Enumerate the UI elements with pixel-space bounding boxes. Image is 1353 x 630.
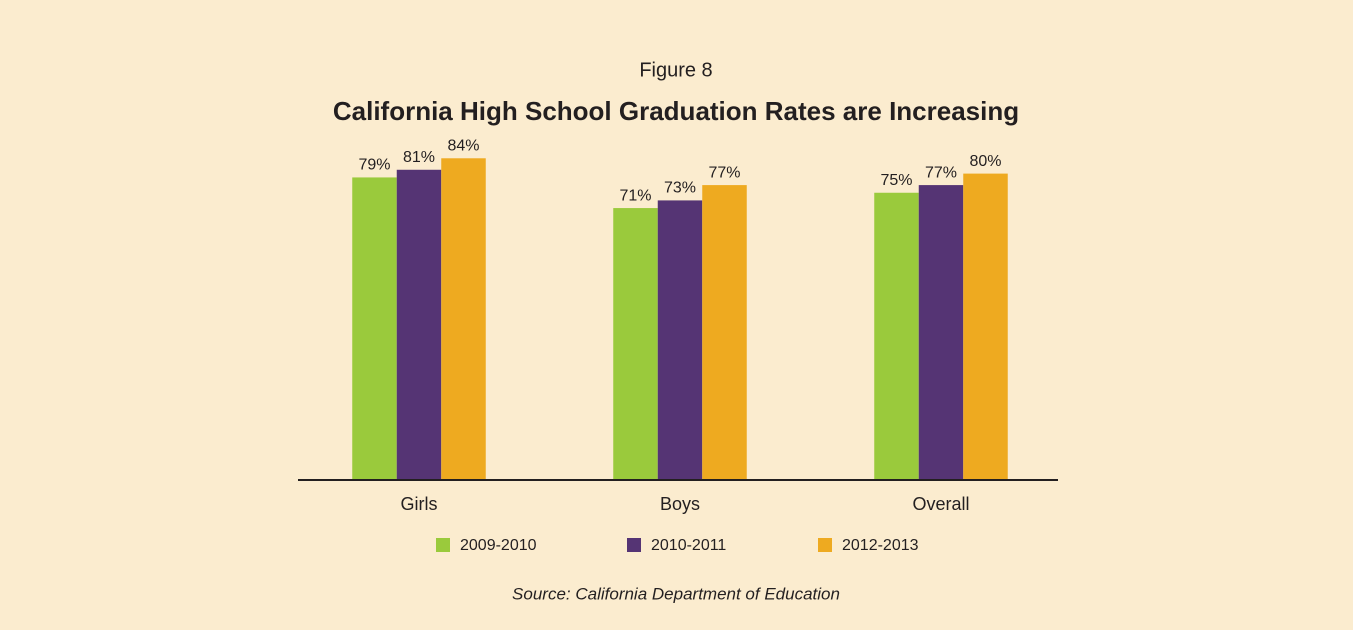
value-label: 73% — [664, 180, 696, 197]
legend-swatch — [436, 538, 450, 552]
value-label: 79% — [358, 157, 390, 174]
bar — [613, 208, 658, 480]
value-label: 77% — [708, 164, 740, 181]
x-tick-label: Boys — [660, 494, 700, 514]
legend-label: 2010-2011 — [651, 537, 726, 554]
value-label: 75% — [880, 172, 912, 189]
legend-label: 2009-2010 — [460, 537, 537, 554]
value-label: 71% — [619, 187, 651, 204]
value-label: 81% — [403, 149, 435, 166]
legend-swatch — [627, 538, 641, 552]
legend-swatch — [818, 538, 832, 552]
value-label: 84% — [447, 137, 479, 154]
bar — [352, 177, 397, 480]
x-tick-label: Girls — [401, 494, 438, 514]
bar — [396, 169, 442, 480]
bar — [963, 173, 1008, 480]
value-label: 80% — [969, 153, 1001, 170]
figure-label: Figure 8 — [639, 59, 712, 81]
bar — [702, 185, 747, 480]
bar — [657, 200, 703, 480]
bar — [874, 192, 919, 480]
bar — [441, 158, 486, 480]
value-label: 77% — [925, 164, 957, 181]
x-tick-label: Overall — [912, 494, 969, 514]
bar — [918, 185, 964, 480]
source-note: Source: California Department of Educati… — [512, 584, 840, 603]
legend-label: 2012-2013 — [842, 537, 919, 554]
chart-title: California High School Graduation Rates … — [333, 96, 1019, 126]
